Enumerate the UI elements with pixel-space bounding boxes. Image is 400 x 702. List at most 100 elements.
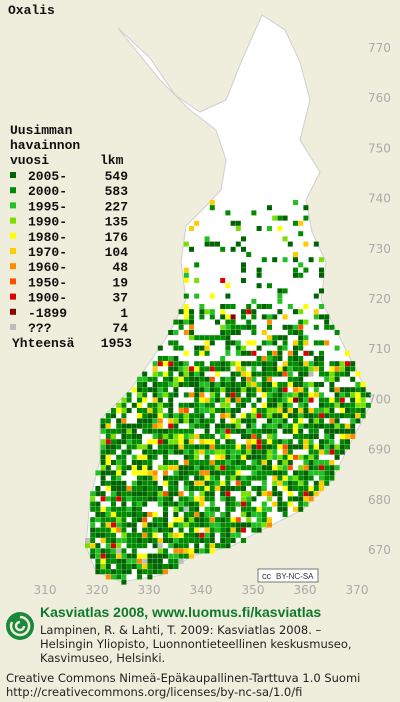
occurrence-square <box>230 246 236 252</box>
occurrence-square <box>209 205 215 211</box>
occurrence-square <box>246 423 252 429</box>
occurrence-square <box>105 553 111 559</box>
occurrence-square <box>209 465 215 471</box>
occurrence-square <box>230 460 236 465</box>
occurrence-square <box>298 272 304 278</box>
occurrence-square <box>287 304 293 309</box>
occurrence-square <box>313 423 319 429</box>
occurrence-square <box>355 397 361 403</box>
occurrence-square <box>272 439 278 445</box>
occurrence-square <box>293 413 298 419</box>
occurrence-square <box>147 444 153 450</box>
occurrence-square <box>277 397 283 403</box>
occurrence-square <box>194 512 200 517</box>
occurrence-square <box>267 387 272 393</box>
occurrence-square <box>157 501 163 507</box>
occurrence-square <box>293 470 298 476</box>
occurrence-square <box>267 335 272 341</box>
occurrence-square <box>339 392 345 398</box>
occurrence-square <box>267 340 272 346</box>
occurrence-square <box>235 324 241 330</box>
legend-swatch <box>10 308 16 315</box>
occurrence-square <box>230 428 236 434</box>
occurrence-square <box>308 449 314 455</box>
occurrence-square <box>334 366 340 372</box>
occurrence-square <box>277 335 283 341</box>
occurrence-square <box>142 444 148 450</box>
occurrence-square <box>163 382 168 387</box>
occurrence-square <box>199 491 205 497</box>
occurrence-square <box>261 423 267 429</box>
occurrence-square <box>329 376 335 382</box>
occurrence-square <box>183 470 189 476</box>
occurrence-square <box>298 319 304 325</box>
occurrence-square <box>142 449 148 455</box>
occurrence-square <box>235 475 241 481</box>
occurrence-square <box>319 350 324 356</box>
legend-heading: havainnon <box>10 138 80 153</box>
occurrence-square <box>152 543 158 549</box>
occurrence-square <box>246 512 252 517</box>
occurrence-square <box>173 475 179 481</box>
occurrence-square <box>256 408 262 413</box>
occurrence-square <box>121 527 127 533</box>
x-tick-label: 330 <box>138 583 161 597</box>
occurrence-square <box>267 361 272 367</box>
occurrence-square <box>142 512 148 517</box>
occurrence-square <box>339 371 345 377</box>
legend-count-heading: lkm <box>100 153 124 168</box>
occurrence-square <box>215 454 220 460</box>
occurrence-square <box>194 413 200 419</box>
occurrence-square <box>230 387 236 393</box>
y-tick-label: 690 <box>368 443 391 457</box>
occurrence-square <box>293 345 298 351</box>
occurrence-square <box>293 454 298 460</box>
occurrence-square <box>142 408 148 413</box>
occurrence-square <box>287 330 293 335</box>
occurrence-square <box>147 569 153 575</box>
occurrence-square <box>157 522 163 528</box>
occurrence-square <box>85 538 90 543</box>
occurrence-square <box>157 486 163 491</box>
occurrence-square <box>334 418 340 424</box>
occurrence-square <box>313 454 319 460</box>
occurrence-square <box>220 527 226 533</box>
occurrence-square <box>350 413 356 419</box>
occurrence-square <box>251 413 257 419</box>
occurrence-square <box>246 304 252 309</box>
legend-label: 1970- <box>28 245 67 260</box>
occurrence-square <box>360 382 366 387</box>
occurrence-square <box>319 304 324 309</box>
occurrence-square <box>189 496 194 502</box>
occurrence-square <box>163 491 168 497</box>
occurrence-square <box>235 444 241 450</box>
occurrence-square <box>293 423 298 429</box>
occurrence-square <box>261 387 267 393</box>
occurrence-square <box>350 361 356 367</box>
occurrence-square <box>199 402 205 408</box>
occurrence-square <box>178 470 184 476</box>
occurrence-square <box>256 361 262 367</box>
occurrence-square <box>189 486 194 491</box>
occurrence-square <box>95 486 101 491</box>
occurrence-square <box>183 517 189 523</box>
occurrence-square <box>163 564 168 569</box>
occurrence-square <box>121 465 127 471</box>
occurrence-square <box>189 553 194 559</box>
occurrence-square <box>126 392 132 398</box>
occurrence-square <box>313 449 319 455</box>
occurrence-square <box>163 392 168 398</box>
occurrence-square <box>334 330 340 335</box>
occurrence-square <box>152 428 158 434</box>
occurrence-square <box>246 392 252 398</box>
occurrence-square <box>261 449 267 455</box>
occurrence-square <box>339 366 345 372</box>
occurrence-square <box>173 356 179 361</box>
occurrence-square <box>298 262 304 268</box>
occurrence-square <box>163 548 168 554</box>
occurrence-square <box>199 548 205 554</box>
occurrence-square <box>183 434 189 439</box>
occurrence-square <box>100 449 106 455</box>
occurrence-square <box>90 527 96 533</box>
occurrence-square <box>324 324 330 330</box>
